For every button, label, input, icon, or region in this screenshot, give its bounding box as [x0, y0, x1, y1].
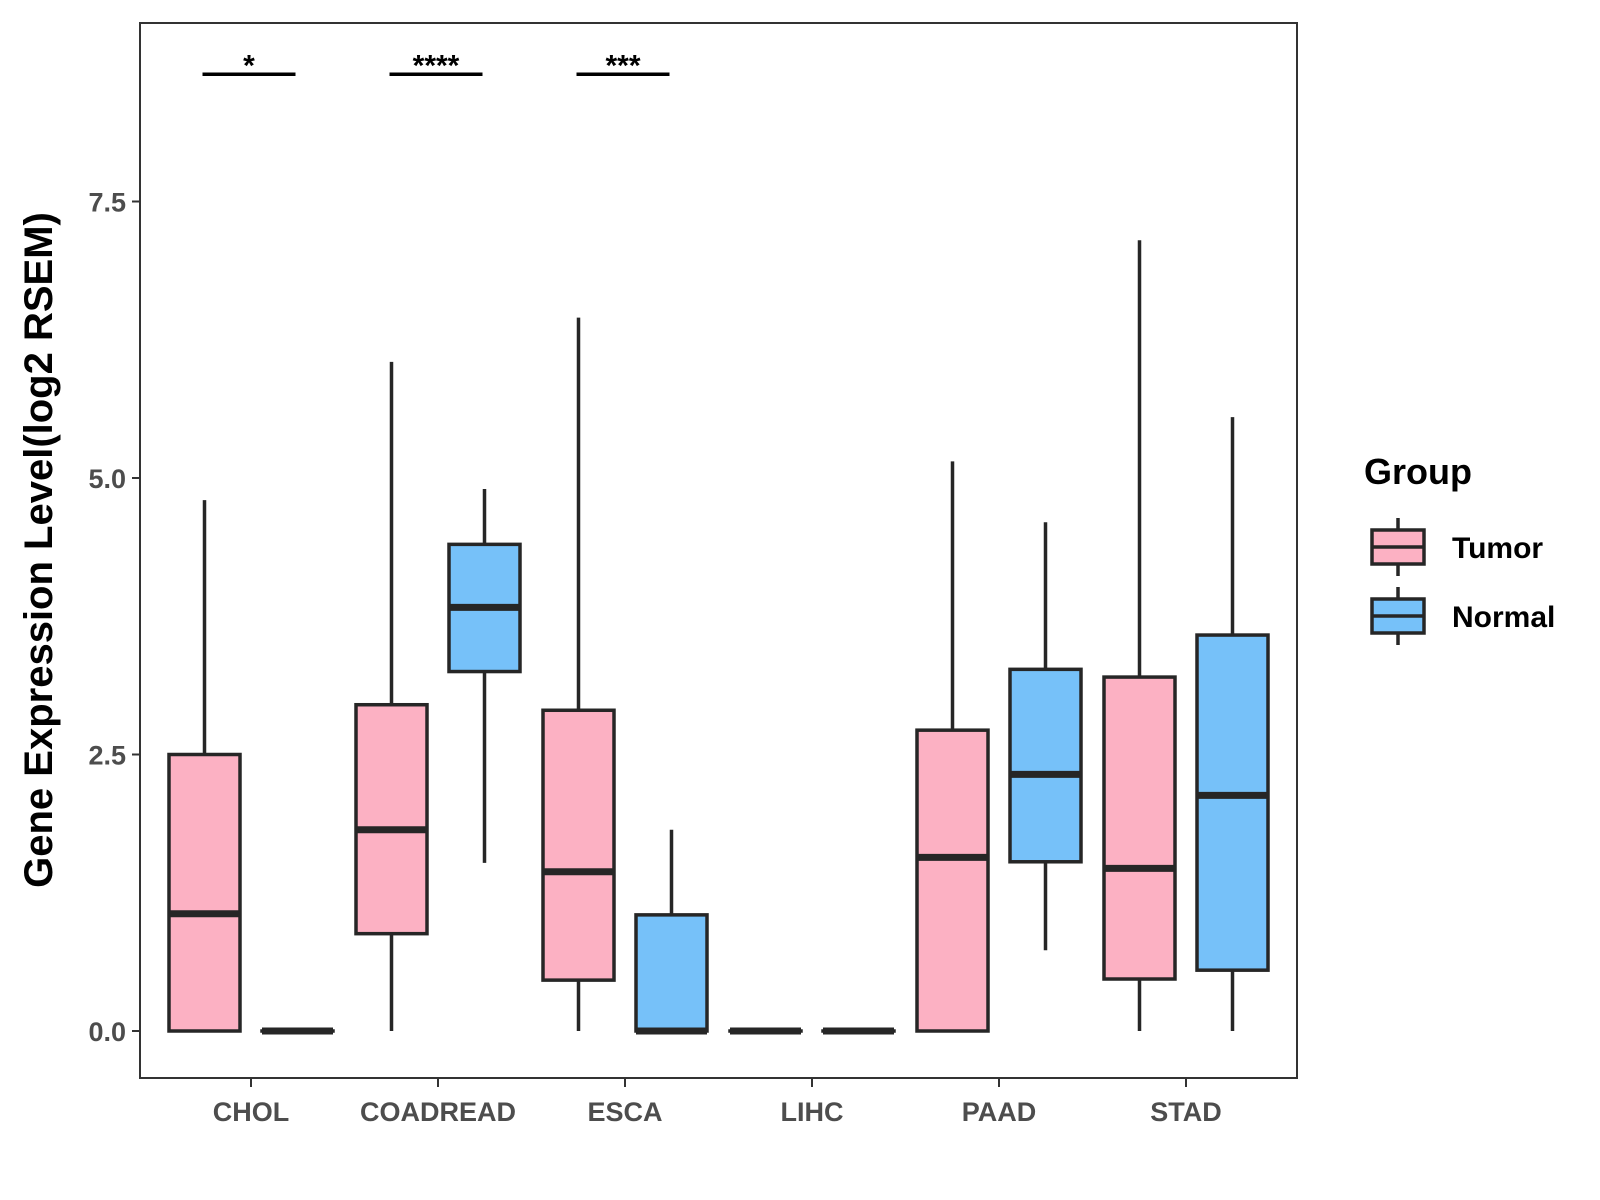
box-normal-stad	[1195, 417, 1270, 1031]
significance-coadread: ****	[389, 49, 483, 82]
y-tick-label: 0.0	[88, 1017, 126, 1047]
x-tick-label-esca: ESCA	[587, 1097, 662, 1127]
box-body-normal-esca	[634, 913, 709, 1033]
box-tumor-paad	[915, 461, 990, 1033]
x-axis: CHOL COADREAD ESCA LIHC PAAD STAD	[213, 1078, 1222, 1127]
significance-esca: ***	[576, 49, 670, 82]
y-tick-label: 7.5	[88, 188, 126, 218]
legend-label-tumor: Tumor	[1452, 532, 1543, 565]
plot-panel-border	[139, 22, 1298, 1079]
legend-item-normal: Normal	[1370, 587, 1555, 645]
box-body-tumor-coadread	[354, 702, 429, 936]
box-tumor-esca	[541, 317, 616, 1031]
x-tick-label-coadread: COADREAD	[360, 1097, 516, 1127]
y-axis-title: Gene Expression Level(log2 RSEM)	[17, 212, 61, 888]
legend-item-tumor: Tumor	[1370, 518, 1543, 576]
box-body-tumor-stad	[1102, 675, 1177, 981]
significance-label: ***	[605, 49, 640, 82]
box-body-tumor-esca	[541, 708, 616, 982]
box-normal-esca	[634, 829, 709, 1035]
legend-label-normal: Normal	[1452, 601, 1555, 634]
x-tick-label-paad: PAAD	[962, 1097, 1037, 1127]
legend-title: Group	[1364, 451, 1472, 492]
box-tumor-coadread	[354, 361, 429, 1031]
significance-label: *	[243, 49, 255, 82]
box-normal-coadread	[447, 489, 522, 863]
x-tick-label-lihc: LIHC	[781, 1097, 844, 1127]
y-tick-label: 2.5	[88, 741, 126, 771]
significance-chol: *	[202, 49, 296, 82]
significance-label: ****	[413, 49, 460, 82]
box-tumor-stad	[1102, 240, 1177, 1031]
box-normal-paad	[1008, 522, 1083, 951]
legend-items: Tumor Normal	[1370, 518, 1555, 645]
x-tick-label-chol: CHOL	[213, 1097, 290, 1127]
significance-annotations: * **** ***	[202, 49, 670, 82]
boxes-layer	[167, 240, 1270, 1035]
box-body-normal-paad	[1008, 667, 1083, 864]
box-body-normal-stad	[1195, 633, 1270, 972]
box-tumor-chol	[167, 500, 242, 1033]
legend: Group Tumor Normal	[1364, 451, 1555, 645]
box-body-tumor-paad	[915, 728, 990, 1033]
x-tick-label-stad: STAD	[1150, 1097, 1222, 1127]
y-tick-label: 5.0	[88, 464, 126, 494]
box-body-tumor-chol	[167, 752, 242, 1033]
y-axis: 0.0 2.5 5.0 7.5	[88, 188, 140, 1047]
